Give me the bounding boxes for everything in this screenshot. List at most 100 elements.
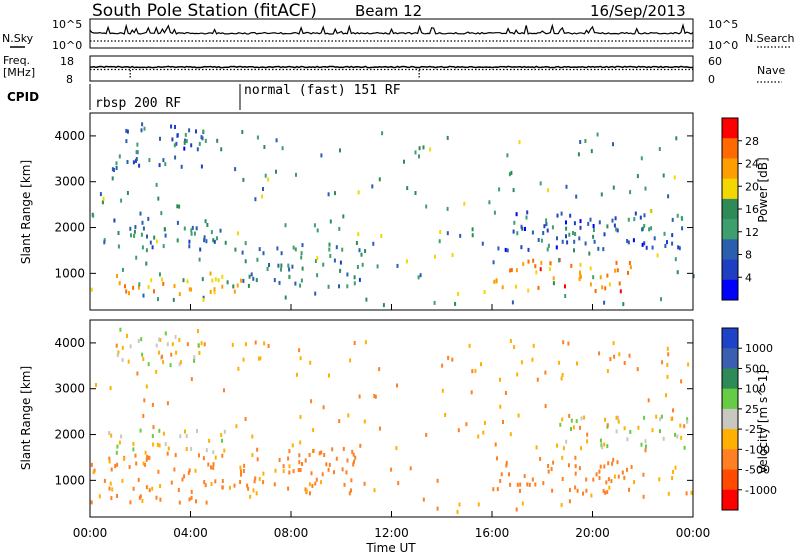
colorbar-tick-label: 25 (745, 403, 759, 416)
echo-cell (331, 447, 334, 452)
echo-cell (580, 274, 582, 279)
echo-cell (671, 233, 674, 238)
echo-cell (159, 497, 162, 502)
echo-cell (292, 469, 295, 474)
echo-cell (190, 377, 193, 382)
echo-cell (483, 420, 486, 425)
echo-cell (499, 404, 502, 409)
echo-cell (204, 219, 207, 224)
echo-cell (574, 464, 577, 469)
echo-cell (288, 449, 291, 454)
echo-cell (212, 462, 215, 467)
echo-cell (601, 285, 604, 290)
echo-cell (125, 139, 128, 144)
echo-cell (658, 477, 661, 482)
echo-cell (403, 159, 405, 164)
echo-cell (660, 297, 662, 302)
echo-cell (603, 300, 606, 305)
echo-cell (159, 136, 161, 141)
echo-cell (614, 268, 617, 273)
echo-cell (492, 487, 495, 492)
echo-cell (109, 481, 112, 486)
echo-cell (576, 488, 579, 493)
echo-cell (535, 270, 538, 275)
echo-cell (628, 353, 631, 358)
echo-cell (328, 373, 330, 378)
echo-cell (417, 275, 420, 280)
echo-cell (542, 481, 545, 486)
echo-cell (520, 360, 523, 365)
echo-cell (545, 218, 548, 223)
echo-cell (223, 388, 225, 393)
echo-cell (90, 287, 93, 292)
echo-cell (686, 419, 689, 424)
echo-cell (169, 363, 172, 368)
echo-cell (174, 155, 177, 160)
echo-cell (298, 453, 301, 458)
echo-cell (499, 377, 501, 382)
echo-cell (300, 255, 303, 260)
echo-cell (259, 356, 262, 361)
echo-cell (422, 145, 425, 150)
echo-cell (299, 415, 302, 419)
echo-cell (103, 240, 106, 245)
echo-cell (188, 128, 191, 133)
echo-cell (589, 266, 592, 271)
echo-cell (204, 483, 207, 488)
echo-cell (313, 223, 316, 228)
echo-cell (498, 187, 501, 192)
echo-cell (166, 401, 169, 406)
echo-cell (316, 256, 319, 261)
frequency-line (89, 65, 693, 69)
echo-cell (142, 461, 145, 466)
echo-cell (568, 413, 571, 418)
echo-cell (188, 244, 191, 249)
time-tick-label: 20:00 (575, 526, 610, 540)
echo-cell (509, 339, 512, 343)
echo-cell (641, 227, 644, 232)
echo-cell (328, 247, 331, 252)
echo-cell (574, 455, 577, 460)
echo-cell (164, 233, 167, 238)
echo-cell (353, 341, 356, 345)
echo-cell (242, 177, 245, 182)
echo-cell (115, 343, 118, 348)
echo-cell (158, 337, 161, 342)
echo-cell (127, 359, 130, 364)
echo-cell (522, 262, 525, 267)
echo-cell (677, 245, 680, 250)
velocity-heatmap (90, 327, 693, 514)
echo-cell (531, 230, 534, 235)
colorbar-tick-label: 12 (745, 226, 759, 239)
echo-cell (433, 300, 436, 305)
echo-cell (210, 482, 213, 486)
echo-cell (531, 357, 534, 362)
echo-cell (103, 478, 106, 483)
echo-cell (580, 416, 583, 421)
echo-cell (630, 465, 633, 469)
echo-cell (281, 146, 284, 151)
echo-cell (552, 281, 555, 286)
echo-cell (162, 281, 165, 286)
echo-cell (515, 268, 518, 273)
colorbar-swatch (722, 138, 738, 159)
echo-cell (637, 425, 640, 430)
echo-cell (506, 153, 509, 158)
echo-cell (147, 362, 150, 367)
echo-cell (193, 231, 196, 236)
echo-cell (252, 276, 255, 281)
echo-cell (512, 188, 515, 193)
echo-cell (247, 486, 250, 491)
echo-cell (249, 494, 252, 499)
echo-cell (352, 452, 355, 457)
echo-cell (536, 377, 539, 382)
echo-cell (645, 245, 648, 250)
colorbar-swatch (722, 279, 738, 301)
echo-cell (376, 264, 379, 269)
echo-cell (565, 439, 568, 444)
echo-cell (599, 275, 602, 280)
echo-cell (113, 168, 115, 172)
noise-right-tick-bottom: 10^0 (708, 39, 738, 52)
echo-cell (546, 247, 549, 252)
echo-cell (224, 240, 227, 245)
